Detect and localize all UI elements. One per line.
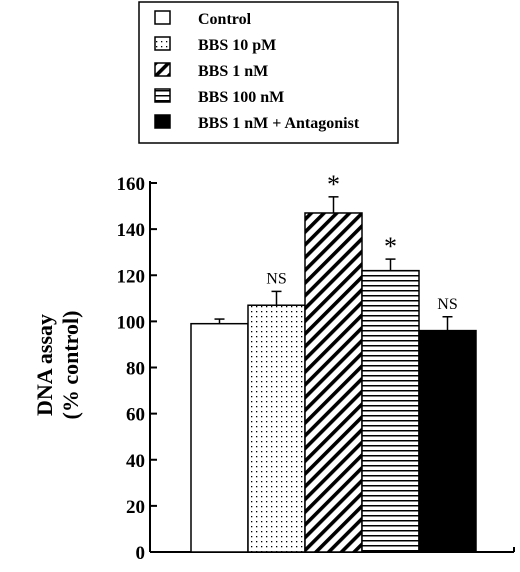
- legend-label: BBS 100 nM: [198, 89, 284, 106]
- bar: [361, 269, 420, 553]
- legend-label: BBS 10 pM: [198, 37, 276, 54]
- bars: NS * * NS: [190, 170, 477, 553]
- bar: [247, 304, 306, 553]
- y-axis-label: DNA assay (% control): [32, 311, 83, 420]
- bar-group: *: [304, 170, 363, 553]
- legend-swatch: [154, 114, 171, 129]
- y-tick-label: 20: [126, 497, 145, 518]
- legend-swatch: [154, 36, 171, 51]
- y-axis-label-line-2: (% control): [58, 311, 83, 420]
- y-tick-label: 120: [117, 266, 146, 287]
- bar-group: *: [361, 232, 420, 553]
- legend-frame: [138, 1, 399, 144]
- y-axis: 0 20 40 60 80 100 120 140 160: [117, 174, 157, 564]
- y-tick-label: 160: [117, 174, 146, 195]
- significance-label: NS: [437, 296, 457, 313]
- y-tick-label: 80: [126, 359, 145, 380]
- legend-label: BBS 1 nM: [198, 63, 268, 80]
- bar: [304, 212, 363, 553]
- y-axis-label-line-1: DNA assay: [32, 314, 57, 416]
- bar-group: NS: [247, 270, 306, 553]
- y-tick-label: 100: [117, 312, 146, 333]
- legend-label: Control: [198, 11, 252, 28]
- y-tick-label: 60: [126, 405, 145, 426]
- y-tick-label: 0: [136, 543, 146, 564]
- significance-star: *: [327, 170, 340, 199]
- y-tick-label: 40: [126, 451, 145, 472]
- legend-label: BBS 1 nM + Antagonist: [198, 115, 360, 132]
- legend: Control BBS 10 pM BBS 1 nM BBS 100 nM BBS 1 …: [138, 1, 399, 144]
- legend-swatch: [154, 10, 171, 25]
- y-tick-label: 140: [117, 220, 146, 241]
- legend-swatch: [154, 62, 171, 77]
- legend-swatch: [154, 88, 171, 103]
- significance-label: NS: [266, 270, 286, 287]
- bar-group: [190, 318, 249, 553]
- bar-group: NS: [418, 296, 477, 553]
- bar: [418, 329, 477, 553]
- bar: [190, 322, 249, 553]
- significance-star: *: [384, 232, 397, 261]
